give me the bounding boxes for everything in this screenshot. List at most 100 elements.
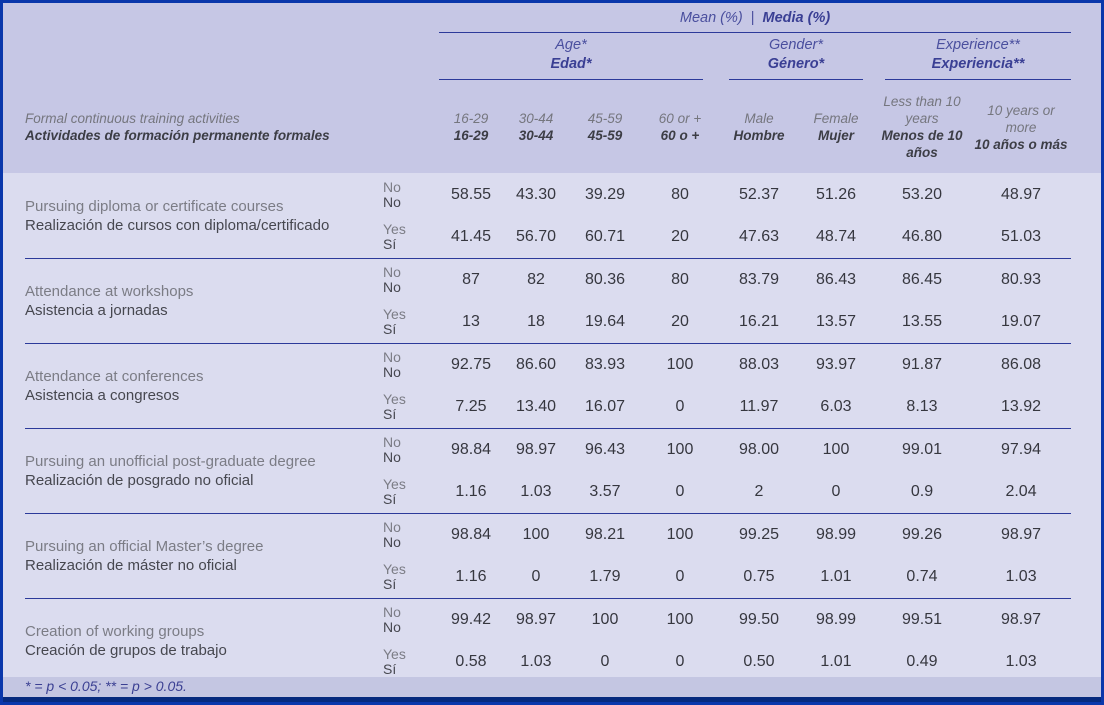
value-cell: 93.97 <box>799 343 873 386</box>
value-cell: 80 <box>641 258 719 301</box>
mean-header-cell: Mean (%) | Media (%) <box>439 3 1072 33</box>
value-cell: 99.42 <box>439 598 503 641</box>
value-cell: 80.36 <box>569 258 641 301</box>
option-no: No No <box>383 174 439 216</box>
mean-header-row: Mean (%) | Media (%) <box>25 3 1072 33</box>
option-no-en: No <box>383 349 401 365</box>
group-age-cell: Age* Edad* <box>439 33 719 80</box>
header-band <box>3 3 1101 173</box>
value-cell: 98.97 <box>971 513 1072 556</box>
option-yes: Yes Sí <box>383 556 439 599</box>
option-no: No No <box>383 258 439 301</box>
group-experience: Experience** Experiencia** <box>885 33 1072 80</box>
col-header-age-45-59: 45-59 45-59 <box>587 111 623 143</box>
option-yes-en: Yes <box>383 646 406 662</box>
value-cell: 18 <box>527 313 545 330</box>
value-cell: 86.45 <box>873 258 971 301</box>
col-header-female: Female Mujer <box>813 111 859 143</box>
corner-label-es: Actividades de formación permanente form… <box>25 128 330 143</box>
option-no-en: No <box>383 434 401 450</box>
activity-label-es: Realización de máster no oficial <box>25 557 237 574</box>
activity-label-es: Creación de grupos de trabajo <box>25 642 227 659</box>
group-gender: Gender* Género* <box>729 33 863 80</box>
option-yes-es: Sí <box>383 406 397 422</box>
value-cell: 7.25 <box>455 398 487 415</box>
value-cell: 58.55 <box>450 186 492 203</box>
value-cell: 53.20 <box>901 186 943 203</box>
value-cell: 0 <box>675 483 685 500</box>
option-yes-es: Sí <box>383 491 397 507</box>
value-cell: 99.25 <box>719 513 799 556</box>
value-cell: 0 <box>600 653 610 670</box>
activity-row-yes: Yes Sí 41.45 56.70 60.71 20 47.63 48.74 46.80 51.… <box>25 216 1071 259</box>
option-yes-es: Sí <box>383 576 397 592</box>
value-cell: 0.74 <box>906 568 938 585</box>
value-cell: 86.43 <box>799 258 873 301</box>
value-cell: 13 <box>462 313 480 330</box>
option-yes: Yes Sí <box>383 386 439 429</box>
option-yes-es: Sí <box>383 661 397 677</box>
col-header-exp-10-more: 10 years or more 10 años o más <box>974 102 1068 152</box>
value-cell: 1.03 <box>1005 653 1037 670</box>
option-yes: Yes Sí <box>383 471 439 514</box>
mean-label-en: Mean (%) <box>679 9 743 26</box>
group-experience-cell: Experience** Experiencia** <box>873 33 1072 80</box>
value-cell: 16.21 <box>738 313 780 330</box>
value-cell: 1.01 <box>820 653 852 670</box>
col-header-age-30-44: 30-44 30-44 <box>518 111 554 143</box>
value-cell: 98.97 <box>971 598 1072 641</box>
value-cell: 82 <box>503 258 569 301</box>
value-cell: 86.60 <box>503 343 569 386</box>
value-cell: 1.03 <box>520 653 552 670</box>
value-cell: 99.51 <box>873 598 971 641</box>
option-yes: Yes Sí <box>383 641 439 683</box>
option-yes: Yes Sí <box>383 216 439 259</box>
option-yes-en: Yes <box>383 306 406 322</box>
activity-row-yes: Yes Sí 13 18 19.64 20 16.21 13.57 13.55 19.07 <box>25 301 1071 344</box>
option-yes-es: Sí <box>383 236 397 252</box>
value-cell: 2 <box>754 483 764 500</box>
option-no-es: No <box>383 364 401 380</box>
value-cell: 0 <box>675 653 685 670</box>
value-cell: 0.9 <box>910 483 934 500</box>
value-cell: 91.87 <box>873 343 971 386</box>
corner-label-en: Formal continuous training activities <box>25 111 240 126</box>
value-cell: 43.30 <box>515 186 557 203</box>
value-cell: 99.01 <box>873 428 971 471</box>
value-cell: 100 <box>641 428 719 471</box>
activity-label-es: Realización de cursos con diploma/certif… <box>25 217 330 234</box>
value-cell: 13.55 <box>901 313 943 330</box>
value-cell: 51.26 <box>815 186 857 203</box>
value-cell: 47.63 <box>738 228 780 245</box>
value-cell: 19.64 <box>584 313 626 330</box>
activity-row-no: Pursuing an official Master’s degree Real… <box>25 513 1072 599</box>
value-cell: 100 <box>641 598 719 641</box>
table-content: Mean (%) | Media (%) Age* Edad* <box>3 3 1101 702</box>
activity-row-no: Attendance at workshops Asistencia a jorn… <box>25 258 1072 344</box>
value-cell: 0.49 <box>906 653 938 670</box>
activity-row-no: Pursuing diploma or certificate courses R… <box>25 174 1071 235</box>
group-gender-cell: Gender* Género* <box>719 33 873 80</box>
value-cell: 1.16 <box>455 483 487 500</box>
activity-label: Attendance at conferences Asistencia a co… <box>25 343 383 429</box>
activity-label: Attendance at workshops Asistencia a jorn… <box>25 258 383 344</box>
activity-label-en: Attendance at workshops <box>25 283 194 300</box>
value-cell: 0 <box>675 398 685 415</box>
corner-label: Formal continuous training activities Ac… <box>25 80 383 174</box>
activity-row-no: Pursuing an unofficial post-graduate deg… <box>25 428 1072 514</box>
option-no-en: No <box>383 179 401 195</box>
value-cell: 16.07 <box>584 398 626 415</box>
activity-label: Creation of working groups Creación de gr… <box>25 598 383 683</box>
option-no-en: No <box>383 519 401 535</box>
value-cell: 83.79 <box>719 258 799 301</box>
activity-label-es: Asistencia a congresos <box>25 387 180 404</box>
activity-row-yes: Yes Sí 7.25 13.40 16.07 0 11.97 6.03 8.13 13.92 <box>25 386 1071 429</box>
value-cell: 2.04 <box>1005 483 1037 500</box>
value-cell: 98.84 <box>439 428 503 471</box>
option-yes-en: Yes <box>383 561 406 577</box>
value-cell: 8.13 <box>906 398 938 415</box>
value-cell: 51.03 <box>1001 228 1042 245</box>
value-cell: 52.37 <box>738 186 780 203</box>
group-experience-en: Experience** <box>936 37 1020 53</box>
